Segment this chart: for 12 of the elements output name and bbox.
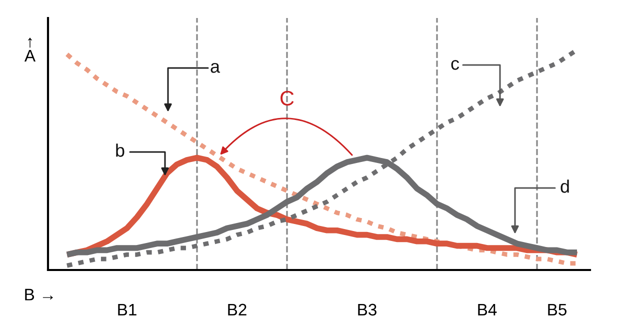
annotation: a [210,62,220,73]
x-tick-label: B3 [358,304,376,316]
annotation: b [116,144,124,157]
annotation: d [560,180,569,193]
x-tick-label: B5 [548,304,566,316]
y-axis-title: ↑ A [24,38,36,62]
x-tick-label: B4 [478,304,497,316]
annotation: C [280,90,294,106]
annotation: c [451,60,460,70]
x-tick-label: B2 [228,304,246,316]
x-axis-title: B → [25,288,53,300]
x-tick-label: B1 [118,304,136,316]
